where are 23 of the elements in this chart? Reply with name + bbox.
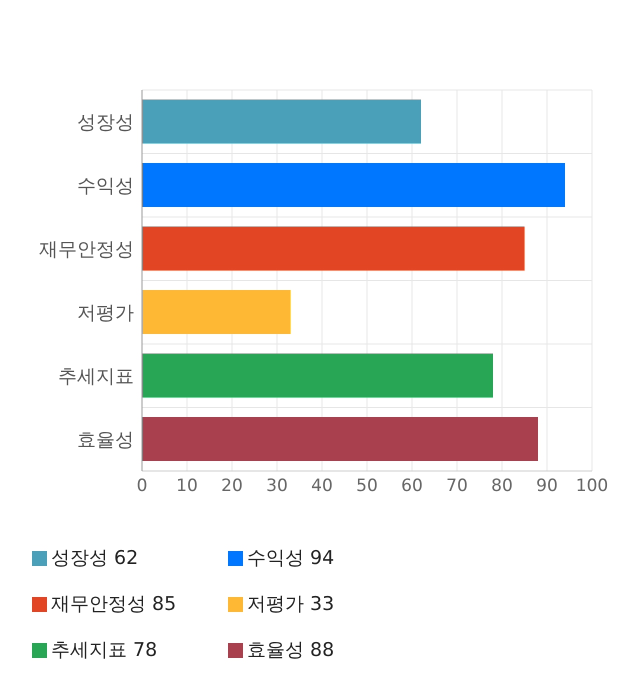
y-tick-label: 추세지표 [58,365,134,388]
legend-label: 저평가 33 [247,593,334,615]
x-tick-label: 90 [536,476,558,496]
x-tick-label: 100 [576,476,608,496]
x-tick-label: 0 [136,476,148,496]
x-tick-label: 50 [356,476,378,496]
x-tick-label: 20 [221,476,243,496]
legend-label: 효율성 88 [247,639,334,661]
legend-label: 수익성 94 [247,547,334,569]
x-tick-label: 30 [266,476,288,496]
y-tick-label: 저평가 [77,302,134,324]
x-tick-label: 10 [176,476,198,496]
x-tick-label: 80 [491,476,513,496]
x-tick-label: 70 [446,476,468,496]
y-tick-label: 효율성 [77,428,134,451]
legend-label: 재무안정성 85 [51,593,176,615]
legend-label: 성장성 62 [51,547,138,569]
y-tick-label: 재무안정성 [39,238,134,260]
legend-label: 추세지표 78 [51,639,158,661]
x-tick-label: 40 [311,476,333,496]
y-tick-label: 성장성 [77,111,134,134]
y-tick-label: 수익성 [77,174,134,197]
x-tick-label: 60 [401,476,423,496]
